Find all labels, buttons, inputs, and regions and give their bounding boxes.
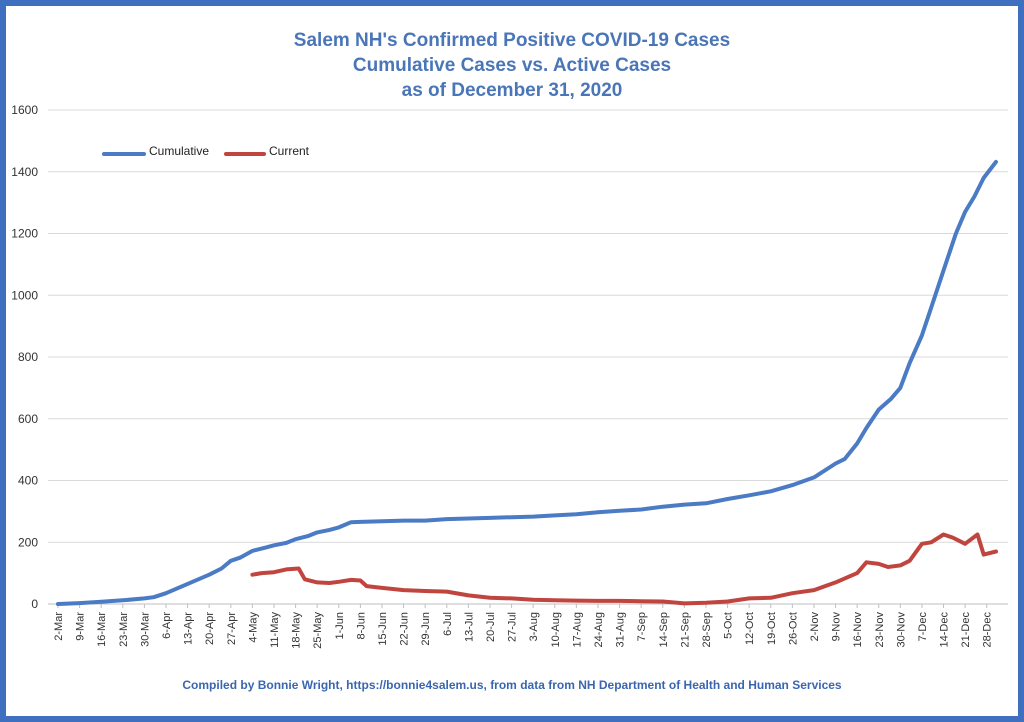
y-tick-label-800: 800 [18,350,38,364]
x-tick-label-23-Mar: 23-Mar [118,612,130,647]
chart-title-line-1: Salem NH's Confirmed Positive COVID-19 C… [293,30,731,51]
y-tick-label-600: 600 [18,412,38,426]
line-chart: 0 200 400 600 800 1000 1200 1400 1600 2-Mar 9-Mar 1… [11,103,1008,649]
x-tick-label-10-Aug: 10-Aug [550,612,562,647]
x-tick-label-21-Dec: 21-Dec [960,612,972,648]
y-tick-label-200: 200 [18,535,38,549]
x-tick-label-28-Sep: 28-Sep [701,612,713,647]
series-line-current [250,532,998,606]
x-tick-label-21-Sep: 21-Sep [679,612,691,647]
x-tick-label-12-Oct: 12-Oct [744,612,756,645]
y-tick-label-1600: 1600 [11,103,38,117]
x-tick-label-31-Aug: 31-Aug [615,612,627,647]
x-tick-label-7-Dec: 7-Dec [917,612,929,642]
x-tick-label-13-Jul: 13-Jul [463,612,475,642]
x-tick-label-3-Aug: 3-Aug [528,612,540,641]
x-tick-label-23-Nov: 23-Nov [874,612,886,648]
y-tick-label-400: 400 [18,474,38,488]
x-tick-label-20-Jul: 20-Jul [485,612,497,642]
x-tick-label-4-May: 4-May [247,612,259,643]
legend-swatch-current [224,152,266,156]
x-tick-label-18-May: 18-May [291,612,303,649]
legend-swatch-cumulative [102,152,146,156]
y-tick-label-1200: 1200 [11,227,38,241]
x-tick-label-14-Sep: 14-Sep [658,612,670,647]
x-tick-label-27-Apr: 27-Apr [226,612,238,645]
series-line-cumulative [56,159,998,606]
x-tick-label-16-Nov: 16-Nov [852,612,864,648]
x-tick-label-7-Sep: 7-Sep [636,612,648,641]
x-tick-label-1-Jun: 1-Jun [334,612,346,640]
x-tick-label-30-Nov: 30-Nov [895,612,907,648]
legend-label-cumulative: Cumulative [149,144,210,158]
x-tick-label-17-Aug: 17-Aug [571,612,583,647]
x-tick-label-9-Mar: 9-Mar [75,612,87,641]
x-tick-label-24-Aug: 24-Aug [593,612,605,647]
legend-label-current: Current [269,144,310,158]
x-tick-label-19-Oct: 19-Oct [766,612,778,645]
chart-frame: Salem NH's Confirmed Positive COVID-19 C… [6,6,1018,716]
x-tick-label-15-Jun: 15-Jun [377,612,389,646]
x-tick-label-11-May: 11-May [269,612,281,648]
chart-title-line-2: Cumulative Cases vs. Active Cases [352,55,672,76]
x-tick-label-6-Jul: 6-Jul [442,612,454,636]
x-tick-label-2-Nov: 2-Nov [809,612,821,642]
x-tick-label-16-Mar: 16-Mar [96,612,108,647]
y-tick-label-0: 0 [31,597,38,611]
x-tick-label-28-Dec: 28-Dec [982,612,994,648]
y-tick-label-1400: 1400 [11,165,38,179]
x-tick-label-30-Mar: 30-Mar [139,612,151,647]
footer-credit: Compiled by Bonnie Wright, https://bonni… [182,678,842,692]
chart-title-line-3: as of December 31, 2020 [401,80,623,101]
x-tick-label-27-Jul: 27-Jul [507,612,519,642]
x-tick-label-25-May: 25-May [312,612,324,649]
x-tick-label-20-Apr: 20-Apr [204,612,216,645]
x-tick-label-8-Jun: 8-Jun [355,612,367,640]
x-tick-label-26-Oct: 26-Oct [787,612,799,645]
x-tick-label-14-Dec: 14-Dec [939,612,951,648]
x-tick-label-9-Nov: 9-Nov [831,612,843,642]
x-tick-label-29-Jun: 29-Jun [420,612,432,646]
x-tick-label-5-Oct: 5-Oct [723,612,735,639]
x-tick-label-22-Jun: 22-Jun [399,612,411,646]
x-tick-label-13-Apr: 13-Apr [183,612,195,645]
y-tick-label-1000: 1000 [11,288,38,302]
x-tick-label-2-Mar: 2-Mar [53,612,65,641]
x-tick-label-6-Apr: 6-Apr [161,612,173,639]
